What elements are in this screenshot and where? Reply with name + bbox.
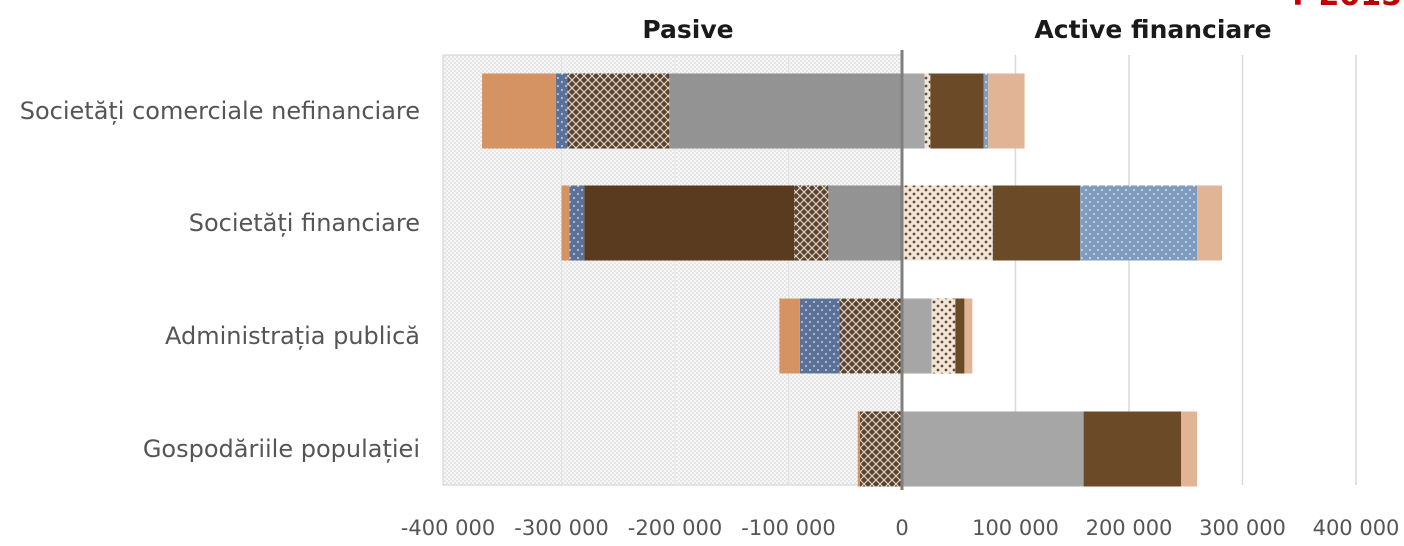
bar-segment [964,298,973,374]
bar-segment [799,298,840,374]
bar-segment [924,73,931,149]
bar-segment [1083,411,1182,487]
header-left: Pasive [642,15,733,44]
bar-segment [779,298,800,374]
bar-segment [584,185,795,261]
x-tick-label: -200 000 [628,516,722,540]
bar-segment [931,298,956,374]
category-label: Societăți comerciale nefinanciare [20,97,420,125]
bar-segment [1080,185,1198,261]
category-label: Gospodăriile populației [143,435,420,463]
bar-segment [794,185,829,261]
category-label: Administrația publică [165,322,420,350]
bar-segment [992,185,1081,261]
bar-segment [555,73,568,149]
x-tick-label: 0 [895,516,908,540]
bar-segment [955,298,965,374]
bar-segment [860,411,902,487]
corner-text: T 2015 [1288,0,1402,13]
bar-segment [983,73,989,149]
bar-segment [561,185,570,261]
x-tick-label: 200 000 [1086,516,1173,540]
bar-segment [1181,411,1198,487]
bar-segment [902,298,932,374]
bar-segment [669,73,902,149]
bar-segment [828,185,902,261]
category-label: Societăți financiare [189,209,420,237]
header-right: Active financiare [1034,15,1271,44]
bar-segment [857,411,861,487]
bar-segment [902,411,1084,487]
bar-segment [569,185,585,261]
bar-segment [482,73,556,149]
x-tick-label: -400 000 [401,516,495,540]
bar-segment [988,73,1025,149]
x-tick-label: 400 000 [1313,516,1400,540]
bar-segment [567,73,670,149]
bar-segment [902,185,993,261]
x-tick-label: 100 000 [972,516,1059,540]
bar-segment [839,298,902,374]
bar-segment [1197,185,1223,261]
x-tick-label: -300 000 [514,516,608,540]
x-tick-label: 300 000 [1199,516,1286,540]
x-tick-label: -100 000 [741,516,835,540]
bar-segment [930,73,984,149]
bar-segment [902,73,925,149]
